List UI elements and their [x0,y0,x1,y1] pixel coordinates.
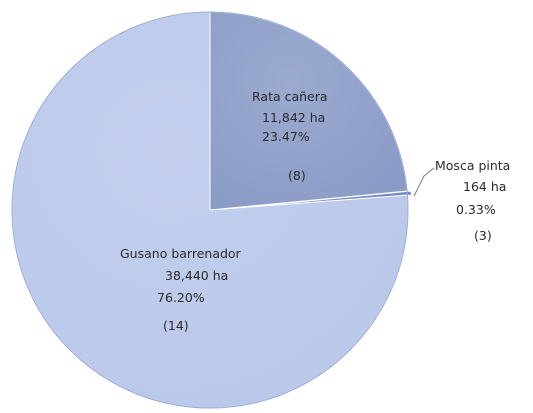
label-percent-text-gusano-barrenador: 76.20% [157,290,205,305]
pie-slice-mosca-pinta [213,190,412,211]
label-label-mosca-pinta: Mosca pinta [435,158,510,173]
label-count-text-rata-canera: (8) [288,168,306,183]
label-count-text-mosca-pinta: (3) [474,228,492,243]
label-percent-text-mosca-pinta: 0.33% [456,202,496,217]
label-percent-text-rata-canera: 23.47% [262,129,310,144]
label-label-gusano-barrenador: Gusano barrenador [120,246,242,261]
data-label-rata-canera: Rata cañera 11,842 ha 23.47% (8) [252,89,328,183]
label-value-text-rata-canera: 11,842 ha [262,110,325,125]
label-label-rata-canera: Rata cañera [252,89,328,104]
label-value-text-mosca-pinta: 164 ha [463,179,506,194]
label-count-text-gusano-barrenador: (14) [163,318,189,333]
data-label-mosca-pinta: Mosca pinta 164 ha 0.33% (3) [435,158,510,243]
pie-outline [11,11,409,409]
data-label-gusano-barrenador: Gusano barrenador 38,440 ha 76.20% (14) [120,246,242,333]
leader-line-mosca-pinta [413,167,435,197]
label-value-text-gusano-barrenador: 38,440 ha [165,268,228,283]
